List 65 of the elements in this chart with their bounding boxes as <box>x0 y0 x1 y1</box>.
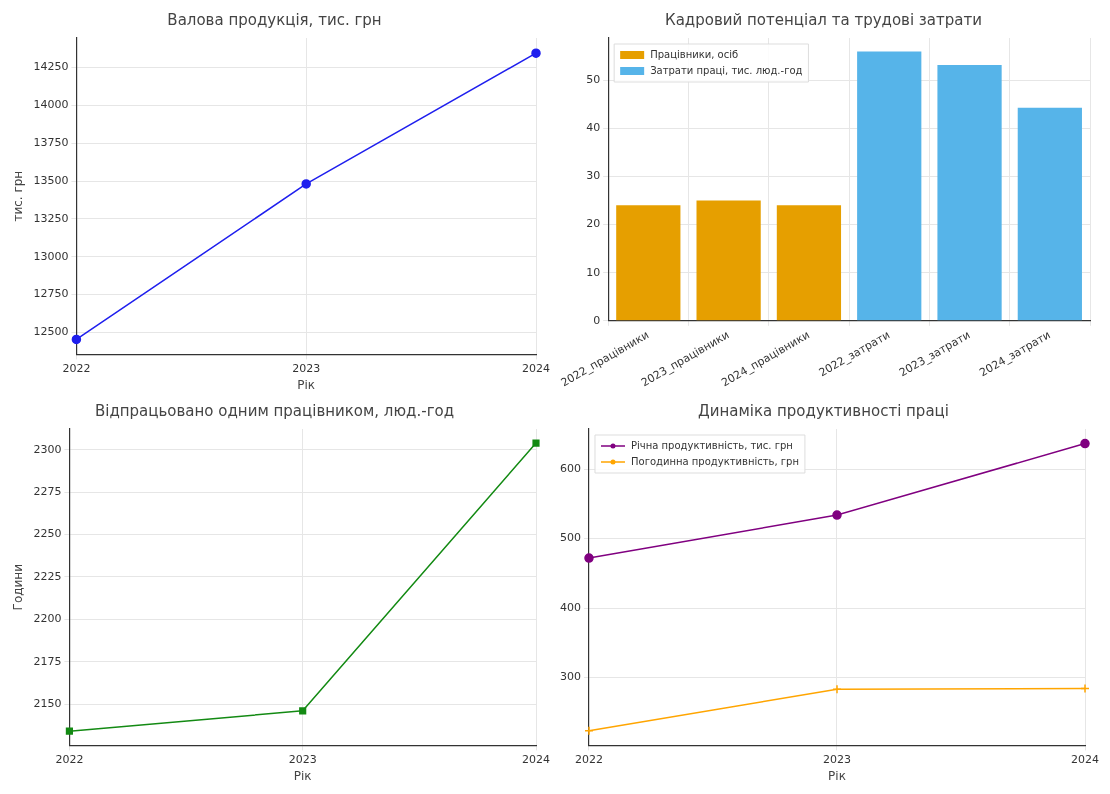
y-axis-title: Години <box>11 564 26 611</box>
y-axis-title: тис. грн <box>11 170 26 222</box>
point <box>532 439 540 447</box>
point <box>301 179 311 189</box>
y-tick-label: 13500 <box>33 173 69 187</box>
bar <box>937 64 1002 321</box>
chart-title: Динаміка продуктивності праці <box>698 401 949 420</box>
x-tick-label: 2022 <box>55 752 84 766</box>
point <box>1080 683 1090 694</box>
point <box>832 684 842 694</box>
x-axis-title: Рік <box>828 768 846 783</box>
chart-title: Відпрацьовано одним працівником, люд.-год <box>94 401 455 420</box>
x-tick-label: 2024 <box>522 361 550 375</box>
y-tick-label: 600 <box>560 462 581 476</box>
y-tick-label: 2225 <box>33 569 62 583</box>
y-tick-label: 30 <box>586 169 601 183</box>
y-tick-label: 20 <box>586 217 601 231</box>
x-tick-label: 2023 <box>823 752 851 766</box>
y-tick-label: 10 <box>586 265 601 279</box>
x-tick-label: 2022 <box>62 361 91 375</box>
y-tick-label: 2200 <box>33 612 62 626</box>
y-tick-label: 13250 <box>33 211 69 225</box>
legend-label: Річна продуктивність, тис. грн <box>631 439 793 451</box>
y-tick-label: 14250 <box>33 60 69 74</box>
point <box>71 334 82 345</box>
point <box>832 510 842 520</box>
y-tick-label: 0 <box>593 313 601 327</box>
x-tick-label: 2024 <box>1071 752 1099 766</box>
x-axis-title: Рік <box>297 377 316 392</box>
x-tick-label: 2024 <box>522 752 550 766</box>
y-tick-label: 300 <box>560 670 581 684</box>
point <box>531 48 541 58</box>
y-tick-label: 13750 <box>33 136 69 150</box>
chart-title: Валова продукція, тис. грн <box>167 10 382 29</box>
y-tick-label: 2275 <box>33 485 62 499</box>
bar <box>616 205 681 321</box>
point <box>584 726 594 736</box>
y-tick-label: 50 <box>586 73 601 87</box>
y-tick-label: 2150 <box>33 696 62 710</box>
y-tick-label: 14000 <box>33 98 69 112</box>
y-tick-label: 2300 <box>33 442 62 456</box>
bar <box>696 200 761 321</box>
bar <box>1017 107 1082 321</box>
y-tick-label: 500 <box>560 531 581 545</box>
y-tick-label: 13000 <box>33 249 69 263</box>
legend-label: Затрати праці, тис. люд.-год <box>650 64 803 76</box>
x-tick-label: 2023 <box>292 361 321 375</box>
point <box>1080 438 1090 449</box>
y-tick-label: 12500 <box>33 325 69 339</box>
point <box>299 707 307 715</box>
y-tick-label: 2175 <box>33 654 62 668</box>
x-tick-label: 2023 <box>288 752 317 766</box>
bar <box>857 51 922 321</box>
y-tick-label: 12750 <box>33 287 69 301</box>
legend-label: Працівники, осіб <box>650 48 739 60</box>
bar <box>776 205 842 321</box>
x-tick-label: 2022 <box>575 752 603 766</box>
point <box>584 553 594 563</box>
y-tick-label: 40 <box>586 121 601 135</box>
y-tick-label: 2250 <box>33 527 62 541</box>
chart-title: Кадровий потенціал та трудові затрати <box>665 10 982 29</box>
point <box>65 727 73 735</box>
legend-label: Погодинна продуктивність, грн <box>631 455 799 467</box>
y-tick-label: 400 <box>560 600 581 614</box>
x-axis-title: Рік <box>293 768 312 783</box>
